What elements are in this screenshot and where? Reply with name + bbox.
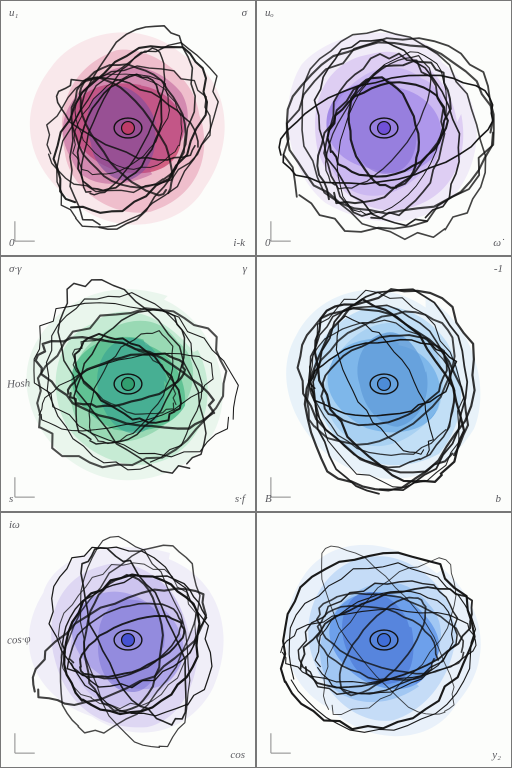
panel-p1: u₁σ0i-k	[0, 0, 256, 256]
panel-p2: uₒ0ω̇	[256, 0, 512, 256]
orbital-scribble-svg	[257, 257, 511, 511]
panel-p3: σ·γγss·fHosh	[0, 256, 256, 512]
panel-p4: -1Bb	[256, 256, 512, 512]
figure-grid: u₁σ0i-kuₒ0ω̇σ·γγss·fHosh-1Bbiωcoscos·φy₂	[0, 0, 512, 768]
orbital-scribble-svg	[1, 1, 255, 255]
orbital-scribble-svg	[257, 513, 511, 767]
orbital-scribble-svg	[1, 513, 255, 767]
orbital-scribble-svg	[1, 257, 255, 511]
orbital-scribble-svg	[257, 1, 511, 255]
panel-p6: y₂	[256, 512, 512, 768]
panel-p5: iωcoscos·φ	[0, 512, 256, 768]
